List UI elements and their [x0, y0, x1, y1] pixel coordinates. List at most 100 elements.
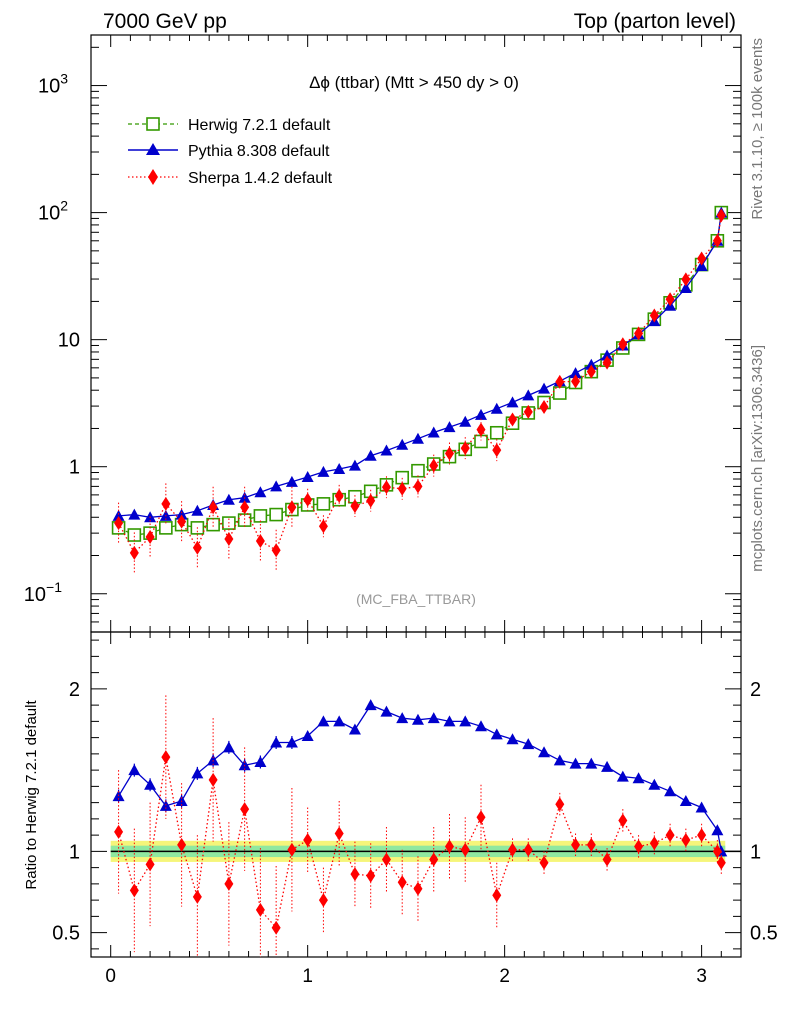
data-point — [254, 486, 267, 498]
ratio-data-point — [285, 736, 298, 748]
data-point — [255, 534, 265, 549]
data-point — [145, 529, 155, 544]
ratio-data-point — [175, 795, 188, 806]
data-point — [444, 446, 454, 461]
data-point — [649, 308, 659, 323]
data-point — [350, 499, 360, 514]
data-point — [522, 389, 535, 401]
ratio-data-point — [238, 759, 251, 771]
data-point — [270, 480, 283, 492]
data-point — [411, 432, 424, 444]
ratio-data-point — [207, 754, 220, 766]
ratio-data-point — [270, 736, 283, 748]
data-point — [443, 421, 456, 433]
legend-item-herwig: Herwig 7.2.1 default — [128, 117, 331, 134]
data-point — [333, 462, 346, 474]
data-point — [538, 382, 551, 394]
data-point — [303, 492, 313, 507]
data-point — [427, 426, 440, 438]
ratio-data-point — [681, 833, 691, 847]
ratio-data-point — [427, 712, 440, 724]
ratio-data-point — [224, 876, 234, 891]
legend-label-herwig: Herwig 7.2.1 default — [188, 117, 331, 134]
y-tick-label: 102 — [38, 198, 68, 225]
data-point — [681, 272, 691, 287]
data-point — [460, 441, 470, 456]
data-point — [475, 408, 487, 420]
data-point — [397, 481, 407, 496]
ratio-data-point — [523, 842, 533, 857]
data-point — [523, 404, 533, 419]
data-point — [253, 509, 268, 523]
data-point — [191, 504, 204, 516]
ratio-data-point — [618, 813, 628, 828]
data-point — [161, 496, 171, 511]
ratio-data-point — [161, 750, 171, 765]
legend: Herwig 7.2.1 default Pythia 8.308 defaul… — [128, 117, 333, 187]
ratio-data-point — [317, 715, 330, 727]
ratio-data-point — [712, 844, 722, 859]
data-point — [539, 400, 549, 415]
data-point — [129, 545, 139, 560]
data-point — [175, 508, 188, 520]
legend-marker-sherpa — [148, 169, 158, 185]
ratio-data-point — [128, 764, 141, 776]
series-line — [118, 212, 722, 518]
ratio-data-point — [679, 795, 692, 806]
ratio-data-point — [396, 712, 409, 724]
y-tick-label: 10−1 — [24, 579, 62, 606]
data-point — [287, 500, 297, 515]
main-panel: 10−1 1 10 102 103 — [24, 35, 742, 633]
data-point — [476, 422, 486, 437]
ratio-data-point — [508, 842, 518, 857]
header-left: 7000 GeV pp — [103, 10, 227, 33]
ratio-data-point — [366, 868, 376, 883]
data-point — [301, 470, 314, 482]
legend-item-sherpa: Sherpa 1.4.2 default — [128, 169, 333, 187]
ratio-series-line — [118, 704, 722, 852]
series-line — [118, 215, 722, 554]
data-point — [316, 497, 331, 511]
data-point — [586, 364, 596, 379]
data-point — [429, 458, 439, 473]
ratio-data-point — [334, 826, 344, 841]
data-point — [492, 443, 502, 458]
ratio-data-point — [397, 875, 407, 890]
ratio-data-point — [569, 757, 582, 769]
ratio-data-point — [697, 828, 707, 843]
ratio-data-point — [144, 778, 157, 790]
data-point — [285, 475, 298, 487]
data-point — [128, 508, 141, 520]
ratio-data-point — [271, 920, 281, 935]
ratio-data-point — [490, 728, 503, 740]
ratio-data-point — [649, 836, 659, 851]
y-tick-label: 103 — [38, 71, 68, 98]
ratio-data-point — [476, 810, 486, 825]
data-point — [508, 412, 518, 427]
ratio-data-point — [539, 855, 549, 870]
ratio-data-point — [443, 715, 456, 727]
ratio-frame — [90, 631, 742, 958]
data-point — [571, 374, 581, 389]
ratio-data-point — [129, 883, 139, 898]
ratio-data-point — [648, 778, 661, 790]
ratio-ylabel: Ratio to Herwig 7.2.1 default — [23, 700, 40, 890]
data-point — [506, 396, 519, 408]
data-point — [601, 349, 614, 361]
data-point — [679, 282, 692, 294]
legend-marker-herwig — [146, 117, 160, 131]
ratio-y-tick-label: 1 — [69, 841, 80, 863]
ratio-data-point — [665, 828, 675, 843]
rivet-label: Rivet 3.1.10, ≥ 100k events — [749, 38, 766, 220]
data-point — [712, 233, 722, 248]
ratio-data-point — [191, 767, 204, 779]
ratio-data-point — [114, 824, 124, 839]
data-point — [334, 488, 344, 503]
data-point — [222, 493, 235, 505]
data-point — [224, 531, 234, 546]
data-point — [459, 415, 472, 427]
data-point — [665, 292, 675, 307]
data-point — [634, 326, 644, 341]
data-point — [618, 337, 628, 352]
